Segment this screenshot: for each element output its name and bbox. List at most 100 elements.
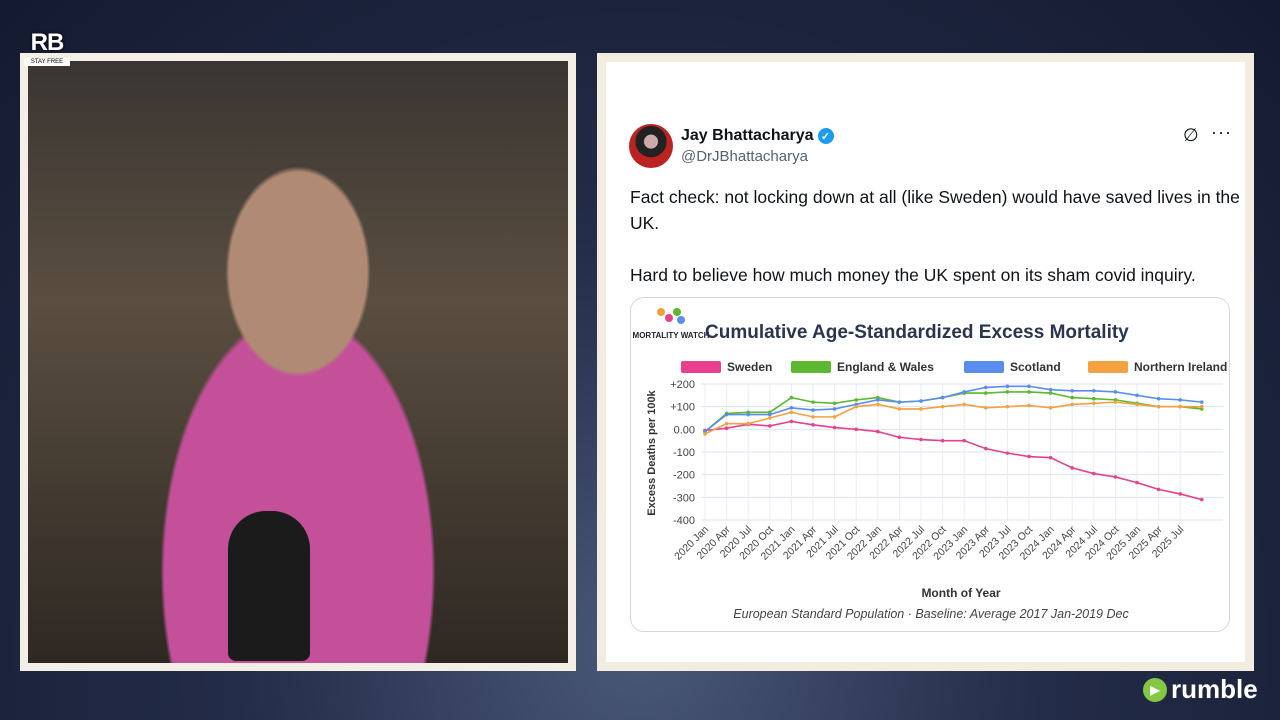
author-handle[interactable]: @DrJBhattacharya (681, 148, 808, 165)
data-point (811, 415, 815, 419)
data-point (876, 402, 880, 407)
data-point (1070, 402, 1074, 407)
data-point (1113, 475, 1118, 479)
data-point (1200, 497, 1204, 502)
data-point (1005, 404, 1010, 409)
data-point (768, 424, 772, 428)
data-point (1070, 395, 1074, 400)
data-point (1135, 402, 1139, 407)
data-point (1178, 492, 1182, 496)
tweet-paragraph: Hard to believe how much money the UK sp… (630, 265, 1196, 285)
mortality-watch-logo: MORTALITY WATCH (633, 308, 710, 340)
data-point (1005, 451, 1010, 455)
data-point (1156, 396, 1161, 401)
data-point (724, 421, 729, 426)
data-point (940, 404, 945, 409)
data-point (789, 410, 794, 415)
data-point (1027, 403, 1031, 408)
series-line-sweden (704, 420, 1203, 501)
data-point (1048, 391, 1053, 395)
data-point (1178, 404, 1182, 409)
data-point (919, 437, 923, 442)
tweet-paragraph: Fact check: not locking down at all (lik… (630, 187, 1240, 233)
data-point (1048, 406, 1053, 410)
logo-subtext: STAY FREE (24, 58, 70, 66)
data-point (832, 415, 837, 419)
data-point (1113, 400, 1118, 404)
data-point (1135, 480, 1139, 485)
data-point (832, 425, 837, 430)
data-point (724, 426, 729, 430)
data-point (1027, 384, 1031, 389)
legend-item[interactable]: England & Wales (791, 360, 934, 374)
x-axis-label: Month of Year (921, 586, 1000, 600)
data-point (789, 406, 794, 410)
data-point (940, 438, 945, 443)
y-tick-label: 0.00 (674, 424, 695, 436)
legend-swatch (791, 361, 831, 373)
stay-free-logo: RB STAY FREE (24, 22, 70, 78)
data-point (1048, 455, 1053, 460)
data-point (1070, 466, 1074, 470)
legend-label: Scotland (1010, 360, 1061, 374)
grok-icon[interactable]: ∅ (1183, 125, 1199, 145)
y-tick-label: -200 (673, 470, 695, 482)
data-point (897, 400, 902, 404)
legend-item[interactable]: Northern Ireland (1088, 360, 1227, 374)
series-line-northern-ireland (704, 401, 1202, 435)
play-icon: ▶ (1143, 677, 1167, 702)
data-point (1092, 396, 1096, 401)
brand-text: MORTALITY WATCH (633, 331, 710, 340)
data-point (768, 416, 772, 420)
avatar[interactable] (629, 124, 673, 168)
data-point (746, 412, 750, 417)
data-point (1092, 471, 1096, 476)
data-point (984, 391, 988, 395)
data-point (1005, 390, 1010, 394)
logo-text: RB (30, 29, 65, 56)
legend-swatch (964, 361, 1004, 373)
data-point (789, 395, 794, 400)
data-point (1178, 398, 1182, 402)
host-video (28, 61, 568, 663)
data-point (876, 429, 880, 434)
author-name[interactable]: Jay Bhattacharya ✓ (681, 127, 834, 145)
data-point (1156, 487, 1161, 492)
series-line-scotland (704, 385, 1202, 433)
legend-item[interactable]: Scotland (964, 360, 1061, 374)
data-point (984, 446, 988, 451)
y-tick-label: -300 (673, 492, 695, 504)
y-tick-label: -400 (673, 515, 695, 527)
data-point (1113, 390, 1118, 394)
data-point (832, 401, 837, 406)
data-point (919, 407, 923, 411)
data-point (811, 423, 815, 427)
data-point (984, 406, 988, 410)
data-point (876, 398, 880, 402)
tweet-card: Jay Bhattacharya ✓ @DrJBhattacharya ∅ ···… (606, 62, 1245, 662)
data-point (1092, 401, 1096, 406)
data-point (919, 399, 923, 403)
more-icon[interactable]: ··· (1211, 122, 1232, 142)
y-tick-label: +200 (670, 379, 695, 391)
author-name-text: Jay Bhattacharya (681, 127, 814, 144)
y-axis-label: Excess Deaths per 100k (646, 389, 658, 515)
data-point (1200, 404, 1204, 409)
legend-label: Sweden (727, 360, 772, 374)
excess-mortality-chart: MORTALITY WATCH Cumulative Age-Standardi… (633, 308, 1227, 621)
data-point (1156, 404, 1161, 409)
chart-caption: European Standard Population · Baseline:… (733, 607, 1129, 621)
chart-title: Cumulative Age-Standardized Excess Morta… (705, 322, 1129, 343)
data-point (854, 404, 858, 409)
chart-image[interactable]: MORTALITY WATCH Cumulative Age-Standardi… (630, 297, 1230, 632)
rumble-text: rumble (1171, 674, 1258, 704)
legend-item[interactable]: Sweden (681, 360, 772, 374)
legend-label: England & Wales (837, 360, 934, 374)
data-point (1092, 389, 1096, 393)
legend-swatch (681, 361, 721, 373)
legend-swatch (1088, 361, 1128, 373)
data-point (854, 427, 858, 432)
data-point (1135, 393, 1139, 398)
host-video-panel (20, 53, 576, 671)
microphone (228, 511, 310, 661)
